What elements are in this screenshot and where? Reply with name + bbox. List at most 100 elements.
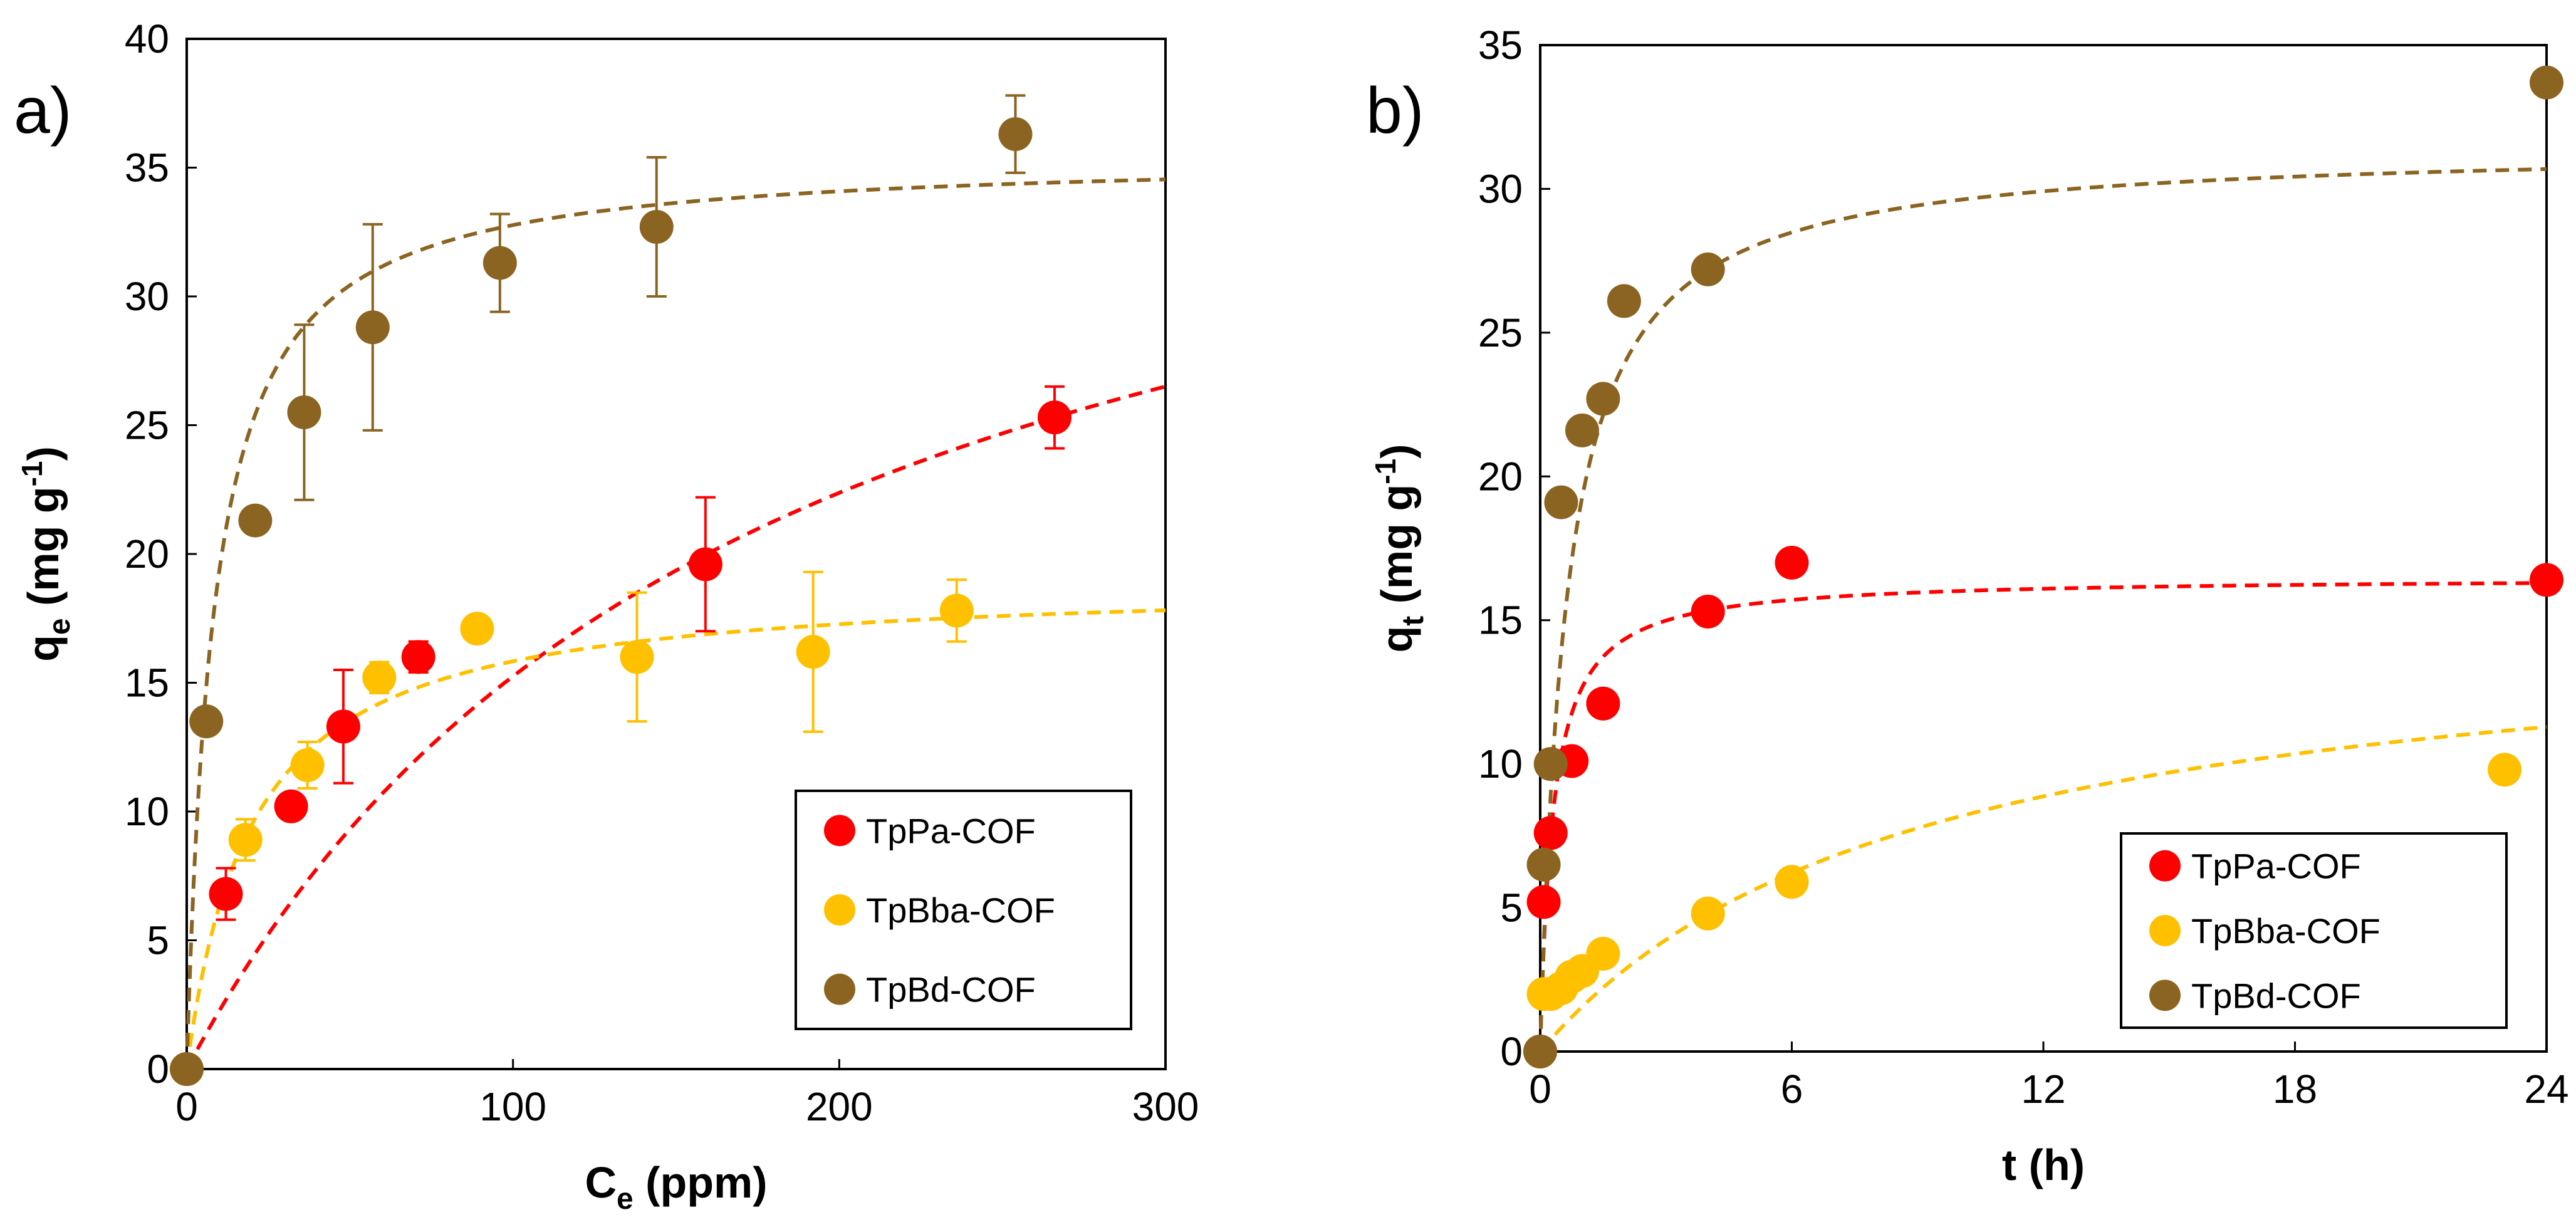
data-point-tppa-cof [2530,563,2563,597]
data-point-tppa-cof [1691,594,1725,629]
y-tick-label: 20 [125,531,169,577]
legend-frame [2120,832,2508,1029]
data-point-tpbd-cof [998,117,1033,152]
y-tick-label: 40 [125,16,169,61]
data-point-tpbd-cof [238,503,273,538]
y-tick-label: 35 [1478,23,1523,68]
y-axis-title-subscript: e [43,618,76,635]
legend-marker-tpbd-cof [2149,979,2181,1011]
data-point-tpbd-cof [1523,1035,1557,1068]
y-tick-label: 0 [1500,1029,1523,1074]
data-point-tppa-cof [688,547,722,582]
data-point-tpbd-cof [1586,382,1620,416]
legend-marker-tppa-cof [824,815,855,847]
data-point-tpbd-cof [1691,252,1725,286]
y-tick-label: 35 [125,145,169,191]
y-tick-label: 30 [125,274,169,319]
y-axis-title-superscript: -1 [16,461,48,486]
x-tick-label: 0 [1529,1067,1551,1112]
y-axis-title-close: ) [19,446,68,461]
x-axis-title-main: t (h) [2002,1141,2085,1189]
x-tick-label: 6 [1781,1067,1803,1112]
data-point-tpbba-cof [1586,936,1620,971]
y-axis-title: qe (mg g-1) [16,446,76,662]
x-tick-label: 12 [2021,1067,2065,1112]
fit-curve-tppa-cof [1538,581,2547,1052]
data-point-tpbd-cof [1607,284,1641,318]
legend-label-tpbba-cof: TpBba-COF [866,890,1055,930]
data-point-tpbba-cof [290,748,325,783]
data-point-tpbd-cof [355,310,390,345]
data-point-tpbba-cof [796,635,830,669]
data-point-tpbd-cof [287,395,321,429]
legend: TpPa-COF TpBba-COF TpBd-COF [2120,832,2508,1029]
x-tick-label: 200 [806,1084,873,1129]
y-axis-title-subscript: t [1397,616,1430,626]
data-point-tppa-cof [1533,816,1568,850]
data-point-tpbd-cof [1526,847,1561,882]
data-point-tpbd-cof [1544,485,1578,519]
x-tick-label: 24 [2524,1067,2568,1112]
x-axis-title-unit: (ppm) [634,1158,768,1207]
data-point-tpbba-cof [362,660,397,695]
y-tick-label: 5 [147,918,169,963]
y-tick-label: 10 [1478,741,1523,786]
data-point-tpbba-cof [939,593,974,628]
data-point-tppa-cof [401,640,435,674]
y-axis-title-main: q [1372,626,1421,653]
legend-marker-tpbd-cof [824,973,855,1005]
y-tick-label: 10 [125,789,169,834]
chart-panel-b: 0 5 10 15 20 25 30 35 0 6 12 18 24 t (h) qt (mg g-1) b)… [1366,23,2569,1189]
y-axis-title-close: ) [1372,444,1421,459]
data-point-tpbd-cof [482,246,517,280]
fit-curve-tpbd-cof [185,177,1166,1070]
legend-marker-tpbba-cof [824,894,855,926]
x-axis-title-main: C [585,1158,617,1207]
data-point-tppa-cof [1526,885,1561,919]
data-point-tpbba-cof [460,612,494,646]
y-tick-label: 15 [125,660,169,706]
data-point-tpbba-cof [228,823,263,857]
y-tick-label: 25 [125,403,169,448]
x-tick-label: 300 [1132,1084,1199,1129]
legend-marker-tpbba-cof [2149,915,2181,946]
legend-label-tppa-cof: TpPa-COF [2191,847,2361,886]
x-axis-title: Ce (ppm) [585,1158,767,1216]
y-axis-title-superscript: -1 [1369,459,1402,484]
data-point-tpbba-cof [1691,896,1725,931]
data-point-tpbba-cof [2488,753,2522,787]
panel-label: b) [1366,75,1424,147]
data-point-tppa-cof [1586,686,1620,721]
x-tick-label: 18 [2273,1067,2317,1112]
legend-label-tpbd-cof: TpBd-COF [866,970,1036,1010]
panel-label: a) [14,75,71,147]
y-tick-label: 20 [1478,454,1523,499]
x-axis-title: t (h) [2002,1141,2085,1189]
legend: TpPa-COF TpBba-COF TpBd-COF [795,790,1132,1030]
data-point-tppa-cof [326,709,360,744]
data-point-tppa-cof [274,789,308,823]
x-axis-title-subscript: e [617,1182,634,1216]
fit-curve-tppa-cof [185,384,1166,1070]
data-point-tpbd-cof [170,1052,204,1086]
data-point-tpbd-cof [189,704,224,739]
x-tick-label: 100 [479,1084,546,1129]
y-axis-title-main: q [19,635,68,662]
data-point-tpbd-cof [2530,65,2563,100]
data-point-tpbd-cof [639,210,674,244]
y-tick-label: 30 [1478,166,1523,211]
data-point-tppa-cof [1037,400,1072,435]
y-tick-label: 25 [1478,310,1523,355]
data-point-tpbd-cof [1533,747,1568,781]
y-axis-title-unit: (mg g [1372,484,1421,616]
y-axis-title-unit: (mg g [19,486,68,618]
y-axis-title: qt (mg g-1) [1369,444,1430,653]
legend-label-tpbba-cof: TpBba-COF [2191,911,2380,951]
y-tick-label: 0 [147,1047,169,1092]
legend-label-tpbd-cof: TpBd-COF [2191,976,2361,1015]
y-tick-label: 5 [1500,885,1523,931]
legend-marker-tppa-cof [2149,850,2181,882]
data-point-tpbba-cof [1775,865,1809,899]
